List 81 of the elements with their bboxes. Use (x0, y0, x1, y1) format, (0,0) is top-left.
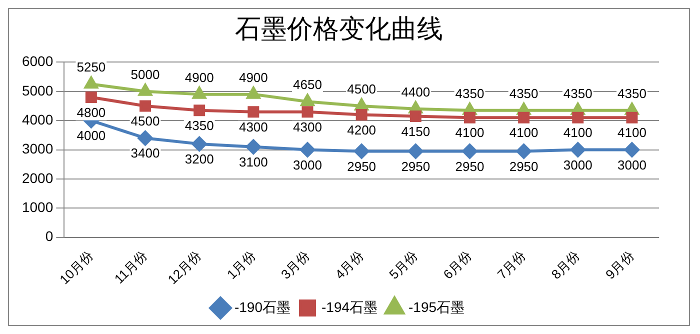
point (626, 112, 638, 124)
point (464, 112, 476, 124)
point (624, 142, 640, 158)
data-label: 4300 (293, 119, 322, 134)
point (84, 76, 98, 89)
point (192, 86, 206, 99)
x-tick-label: 9月份 (602, 248, 637, 282)
point (138, 130, 153, 146)
data-label: 4350 (184, 118, 214, 133)
data-label: 4300 (238, 119, 268, 134)
point (572, 112, 584, 124)
data-label: 4350 (563, 86, 592, 101)
chart-title: 石墨价格变化曲线 (235, 14, 443, 44)
x-tick-label: 11月份 (111, 248, 150, 286)
data-label: 4800 (76, 104, 106, 120)
x-tick-label: 3月份 (278, 248, 312, 282)
y-tick-label: 1000 (22, 199, 54, 216)
data-label: 2950 (401, 158, 430, 174)
point (246, 139, 261, 154)
point (300, 142, 315, 158)
data-label: 5000 (130, 66, 160, 82)
data-label: 4150 (401, 124, 430, 139)
x-tick-label: 7月份 (494, 248, 528, 282)
point (356, 109, 368, 120)
data-label: 4900 (238, 70, 268, 85)
x-tick-label: 1月份 (224, 248, 258, 282)
point (248, 106, 260, 118)
data-label: 4900 (184, 70, 214, 85)
data-label: 3000 (293, 157, 322, 172)
data-label: 4000 (76, 128, 106, 144)
data-label: 4350 (618, 86, 646, 101)
data-label: 2950 (455, 158, 484, 174)
data-label: 2950 (347, 158, 376, 174)
point (570, 142, 586, 158)
legend-label: -190石墨 (234, 298, 290, 315)
y-tick-label: 0 (45, 228, 54, 244)
data-label: 4400 (401, 84, 430, 100)
data-label: 3000 (563, 157, 592, 172)
y-tick-label: 2000 (22, 170, 54, 186)
point (192, 136, 207, 152)
x-tick-label: 4月份 (332, 248, 366, 282)
point (410, 110, 422, 122)
data-label: 4350 (455, 86, 484, 101)
data-label: 3400 (130, 146, 160, 161)
data-label: 4500 (347, 82, 376, 97)
x-tick-label: 6月份 (440, 248, 474, 282)
data-label: 4650 (293, 77, 322, 92)
data-label: 4100 (509, 125, 538, 140)
data-label: 4200 (347, 122, 376, 138)
data-label: 3200 (184, 152, 214, 167)
point (300, 94, 314, 106)
data-label: 4500 (130, 114, 160, 129)
x-tick-label: 12月份 (164, 248, 204, 288)
y-tick-label: 6000 (22, 53, 54, 70)
x-tick-label: 5月份 (386, 248, 420, 282)
data-label: 4350 (509, 86, 538, 101)
point (246, 86, 260, 99)
point (462, 144, 478, 159)
point (140, 100, 152, 112)
data-label: 4100 (618, 125, 646, 140)
point (518, 112, 530, 124)
point (354, 98, 368, 110)
data-label: 2950 (509, 158, 538, 174)
x-tick-label: 8月份 (548, 248, 583, 282)
point (354, 144, 370, 159)
data-label: 3000 (618, 157, 646, 172)
point (138, 84, 152, 96)
data-label: 3100 (238, 154, 268, 170)
y-tick-label: 5000 (22, 82, 54, 98)
y-tick-label: 3000 (22, 140, 54, 157)
point (194, 104, 206, 116)
data-label: 4100 (455, 125, 484, 140)
legend-label: -194石墨 (321, 298, 378, 315)
data-label: 4100 (563, 125, 592, 140)
y-tick-label: 4000 (22, 111, 54, 128)
point (302, 106, 314, 118)
point (408, 144, 424, 159)
data-label: 5250 (76, 60, 106, 75)
point (516, 144, 532, 159)
x-tick-label: 10月份 (56, 248, 96, 288)
legend-label: -195石墨 (408, 298, 465, 315)
